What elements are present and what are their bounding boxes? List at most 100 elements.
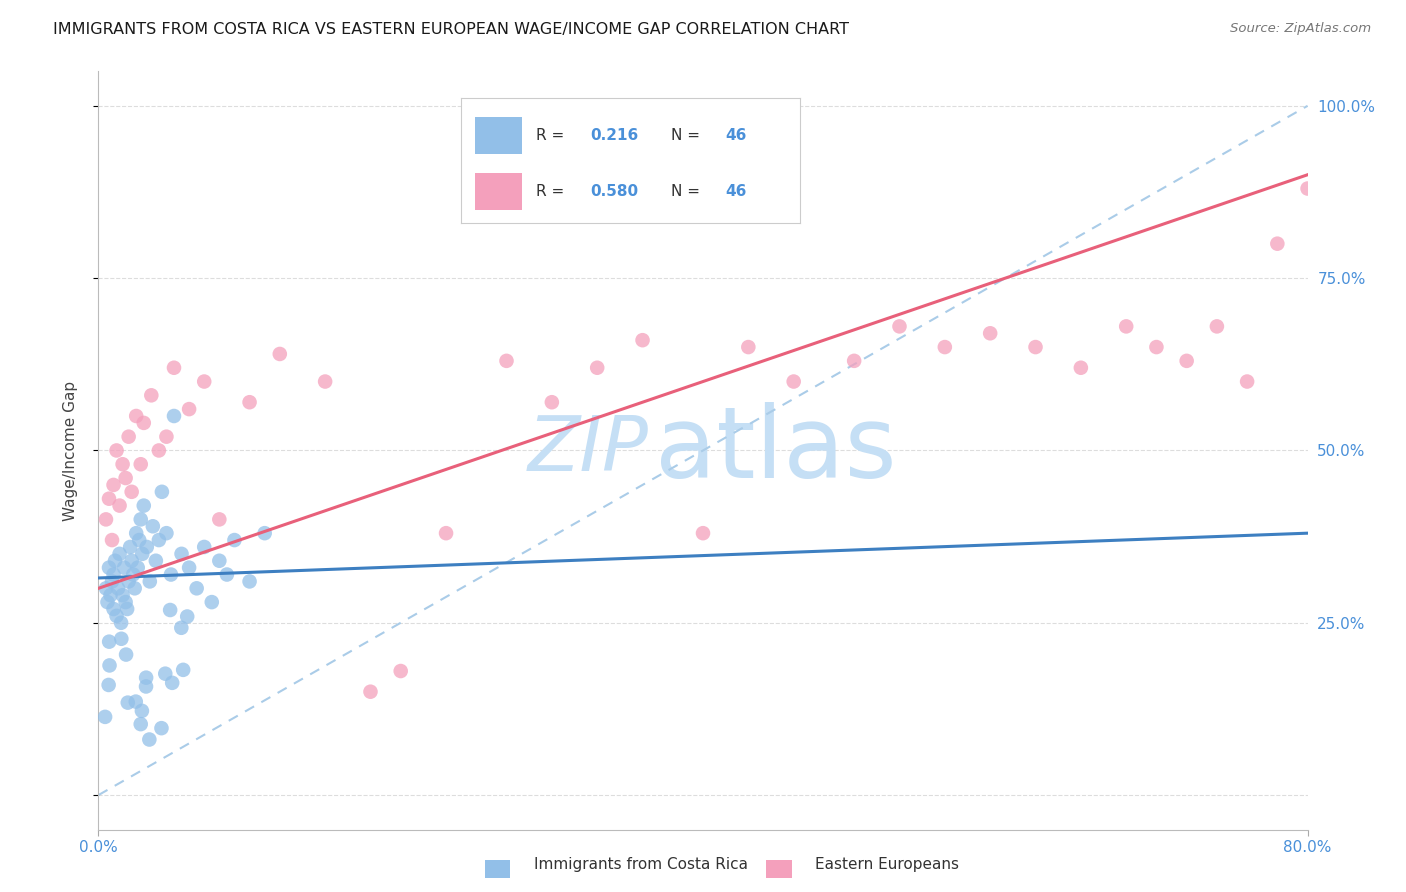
Point bbox=[110, 615, 132, 630]
Point bbox=[118, 430, 141, 444]
Point bbox=[100, 588, 122, 602]
Point bbox=[145, 554, 167, 568]
Point bbox=[160, 676, 183, 690]
Point bbox=[105, 443, 128, 458]
Point bbox=[98, 634, 121, 648]
Point bbox=[170, 621, 193, 635]
Point bbox=[129, 717, 152, 731]
Point bbox=[121, 554, 143, 568]
Point bbox=[159, 603, 181, 617]
Point bbox=[150, 721, 173, 735]
Point bbox=[215, 567, 238, 582]
Point bbox=[1296, 181, 1319, 195]
Point bbox=[129, 457, 152, 471]
Point bbox=[148, 443, 170, 458]
Point bbox=[98, 658, 121, 673]
Point bbox=[135, 680, 157, 694]
Point bbox=[135, 540, 157, 554]
Point bbox=[103, 478, 125, 492]
Point bbox=[155, 430, 177, 444]
Point bbox=[179, 402, 201, 417]
Point bbox=[114, 471, 136, 485]
Point bbox=[692, 526, 714, 541]
Point bbox=[96, 595, 118, 609]
Text: Immigrants from Costa Rica: Immigrants from Costa Rica bbox=[534, 857, 748, 872]
Point bbox=[148, 533, 170, 547]
Point bbox=[103, 567, 125, 582]
Point bbox=[269, 347, 291, 361]
Point bbox=[104, 554, 127, 568]
Point bbox=[1024, 340, 1046, 354]
Point bbox=[1236, 375, 1258, 389]
Point bbox=[111, 457, 134, 471]
Point bbox=[135, 671, 157, 685]
Point bbox=[115, 648, 138, 662]
Point bbox=[155, 666, 177, 681]
Point bbox=[103, 602, 125, 616]
Point bbox=[108, 499, 131, 513]
Text: ZIP: ZIP bbox=[527, 414, 648, 487]
Point bbox=[889, 319, 911, 334]
Point bbox=[97, 678, 120, 692]
Point bbox=[128, 533, 150, 547]
Point bbox=[179, 560, 201, 574]
Point bbox=[1175, 354, 1198, 368]
Point bbox=[163, 409, 186, 423]
Point bbox=[150, 484, 173, 499]
Point bbox=[131, 704, 153, 718]
Point bbox=[201, 595, 224, 609]
Text: atlas: atlas bbox=[655, 402, 896, 499]
Point bbox=[108, 547, 131, 561]
Point bbox=[94, 512, 117, 526]
Point bbox=[120, 540, 142, 554]
Point bbox=[122, 567, 145, 582]
Point bbox=[172, 663, 194, 677]
Point bbox=[142, 519, 165, 533]
Point bbox=[1115, 319, 1137, 334]
Point bbox=[112, 560, 135, 574]
Point bbox=[118, 574, 141, 589]
Point bbox=[360, 684, 382, 698]
Point bbox=[208, 512, 231, 526]
Point bbox=[170, 547, 193, 561]
Point bbox=[1070, 360, 1092, 375]
Point bbox=[101, 574, 124, 589]
Point bbox=[94, 710, 117, 724]
Point bbox=[979, 326, 1001, 341]
Point bbox=[131, 547, 153, 561]
Point bbox=[111, 588, 134, 602]
Point bbox=[239, 395, 262, 409]
Point bbox=[1206, 319, 1229, 334]
Point bbox=[117, 696, 139, 710]
Point bbox=[121, 484, 143, 499]
Point bbox=[495, 354, 517, 368]
Point bbox=[934, 340, 956, 354]
Text: Eastern Europeans: Eastern Europeans bbox=[815, 857, 959, 872]
Point bbox=[208, 554, 231, 568]
Point bbox=[110, 632, 132, 646]
Point bbox=[125, 526, 148, 541]
Point bbox=[160, 567, 183, 582]
Point bbox=[737, 340, 759, 354]
Y-axis label: Wage/Income Gap: Wage/Income Gap bbox=[63, 380, 77, 521]
Point bbox=[129, 512, 152, 526]
Point bbox=[586, 360, 609, 375]
Point bbox=[107, 582, 129, 596]
Point bbox=[1267, 236, 1289, 251]
Point bbox=[127, 560, 149, 574]
Point bbox=[224, 533, 246, 547]
Point bbox=[163, 360, 186, 375]
Point bbox=[540, 395, 562, 409]
Point bbox=[139, 574, 162, 589]
Point bbox=[1144, 340, 1167, 354]
Point bbox=[193, 375, 215, 389]
Point bbox=[125, 409, 148, 423]
Point bbox=[114, 595, 136, 609]
Point bbox=[253, 526, 276, 541]
Text: IMMIGRANTS FROM COSTA RICA VS EASTERN EUROPEAN WAGE/INCOME GAP CORRELATION CHART: IMMIGRANTS FROM COSTA RICA VS EASTERN EU… bbox=[53, 22, 849, 37]
Point bbox=[389, 664, 412, 678]
Point bbox=[94, 582, 117, 596]
Point bbox=[115, 602, 138, 616]
Text: Source: ZipAtlas.com: Source: ZipAtlas.com bbox=[1230, 22, 1371, 36]
Point bbox=[132, 499, 155, 513]
